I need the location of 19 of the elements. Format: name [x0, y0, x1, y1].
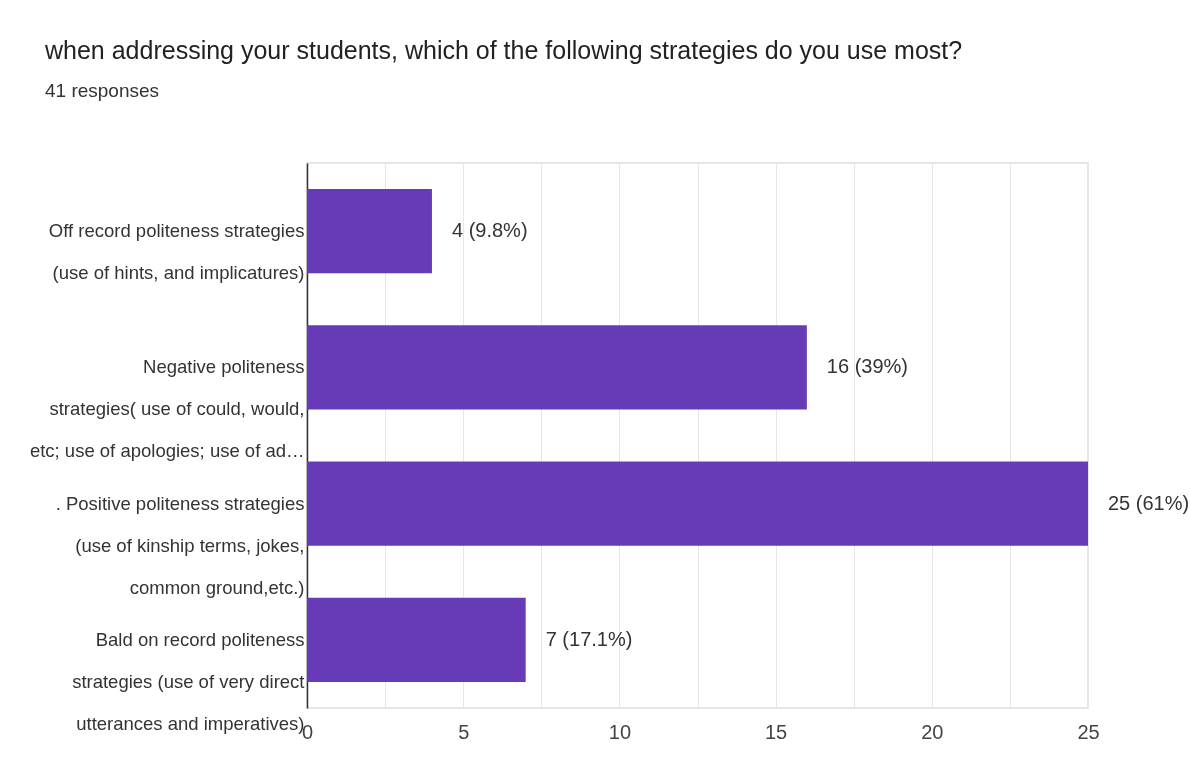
y-tick-label: Off record politeness strategies (use of hints, and implicatures) — [48, 220, 305, 284]
data-label: 4 (9.8%) — [451, 219, 528, 242]
data-label: 16 (39%) — [826, 355, 908, 378]
bar — [307, 461, 1088, 546]
x-tick-label: 25 — [1077, 720, 1100, 743]
x-tick-label: 15 — [764, 720, 788, 743]
bar — [307, 188, 432, 274]
data-label: 7 (17.1%) — [545, 627, 633, 650]
bar — [307, 325, 807, 410]
bar — [307, 597, 526, 683]
text: 41 responses — [45, 80, 160, 101]
data-label: 25 (61%) — [1108, 491, 1190, 514]
chart-title: when addressing your students, which of the following strategies do you use most? — [44, 36, 963, 64]
x-tick-label: 20 — [921, 720, 944, 743]
y-tick-label: Negative politeness strategies( use of could, would, etc; use of apologies; use of ad… — [29, 356, 305, 462]
y-tick-label: . Positive politeness strategies (use of kinship terms, jokes, common ground,etc.) — [55, 492, 305, 598]
x-tick-label: 5 — [458, 720, 470, 743]
y-tick-label: Bald on record politeness strategies (use of very direct utterances and imperatives) — [72, 628, 305, 734]
x-tick-label: 10 — [608, 720, 632, 743]
